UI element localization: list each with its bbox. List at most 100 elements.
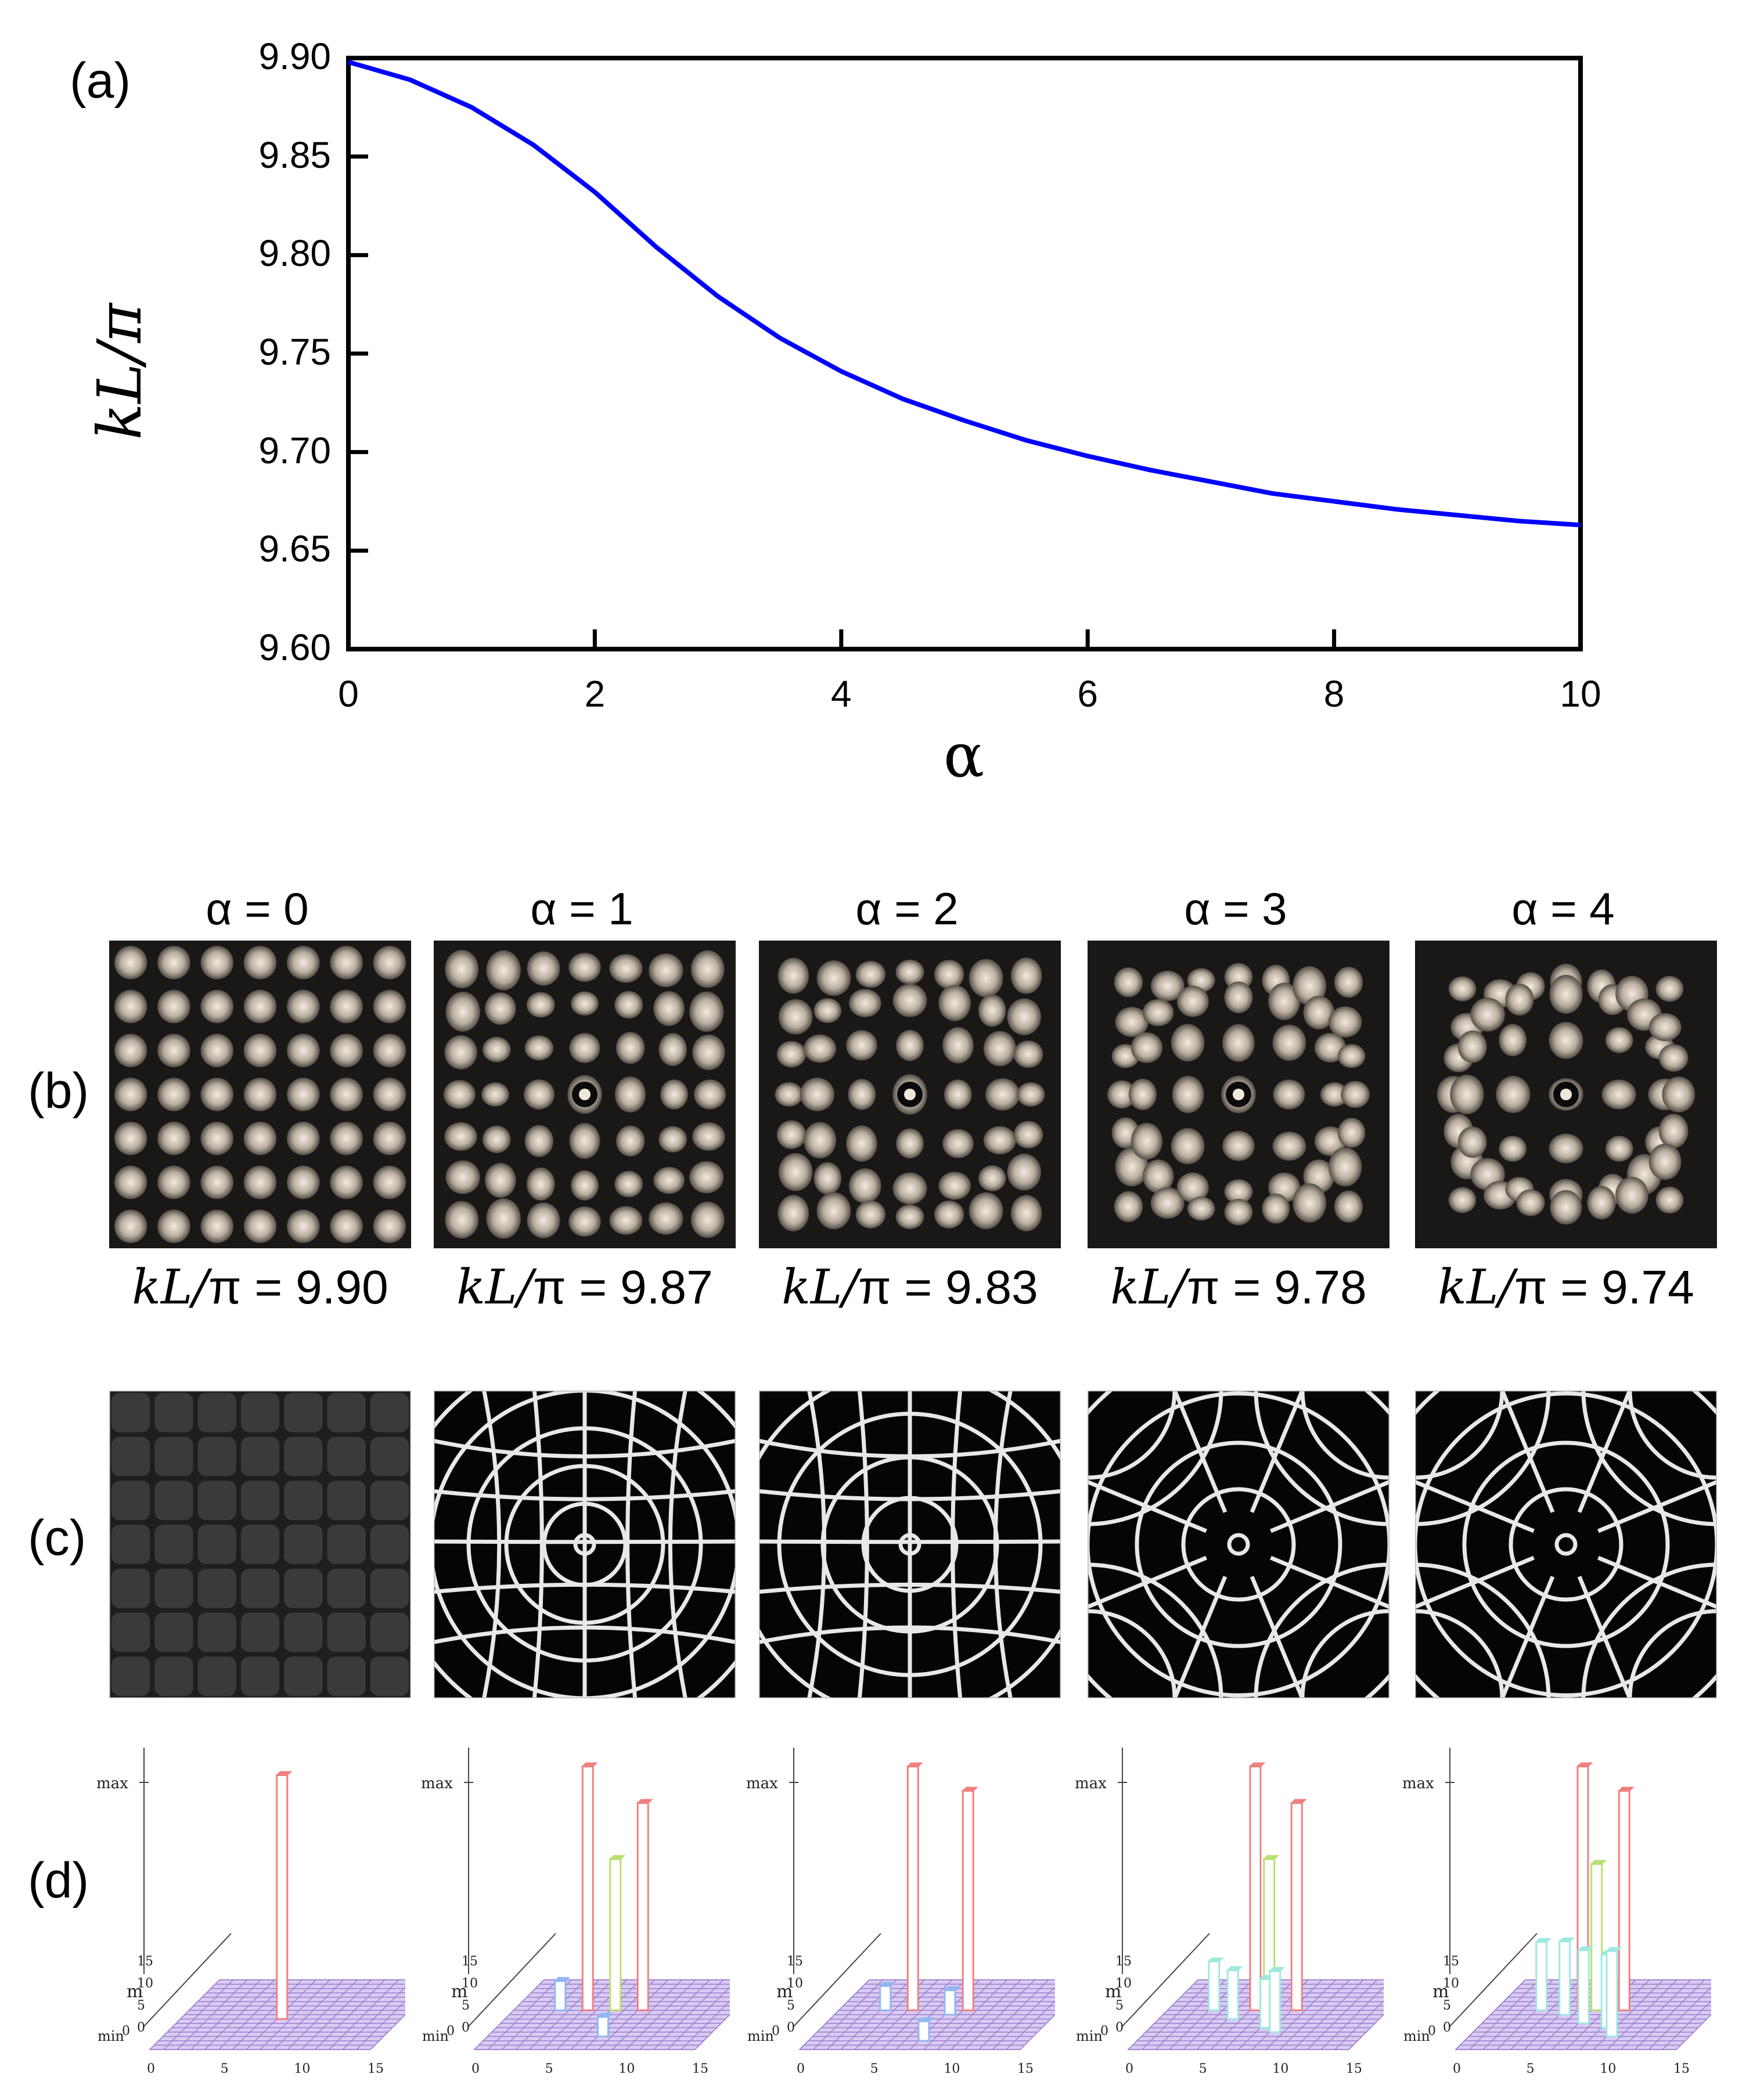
antinode: [1007, 998, 1041, 1035]
antinode: [1013, 1121, 1043, 1148]
antinode: [1171, 1128, 1205, 1165]
antinode: [1587, 1186, 1616, 1220]
antinode: [614, 1170, 643, 1198]
kl-label: kL/π = 9.87: [422, 1260, 747, 1315]
n-tick-label: 5: [1527, 2062, 1535, 2073]
antinode: [689, 1161, 724, 1194]
antinode: [653, 1166, 685, 1194]
antinode: [287, 1165, 320, 1200]
antinode: [157, 946, 190, 979]
antinode: [445, 1160, 480, 1194]
alpha-label: α = 4: [1511, 883, 1615, 934]
antinode: [444, 1035, 477, 1069]
antinode: [527, 1202, 560, 1238]
nodal-lines: [1088, 1391, 1389, 1698]
antinode: [1293, 1183, 1327, 1223]
antinode: [934, 1200, 964, 1229]
antinode: [775, 1082, 803, 1107]
m-tick-label: 5: [1115, 1998, 1124, 2013]
n-tick-label: 5: [221, 2062, 229, 2073]
zero-label: 0: [772, 2024, 780, 2038]
antinode: [1655, 975, 1684, 1002]
m-tick-label: 5: [1443, 1998, 1451, 2013]
min-label: min: [98, 2028, 124, 2044]
cell: [197, 1612, 236, 1652]
y-axis-title: kL/π: [84, 255, 155, 488]
cell: [154, 1481, 193, 1521]
m-tick-label: 15: [787, 1954, 803, 1969]
antinode: [849, 1168, 881, 1204]
series-line: [347, 59, 1581, 528]
antinode: [816, 1192, 851, 1230]
antinode: [813, 998, 842, 1024]
antinode: [1224, 981, 1253, 1014]
antinode: [855, 960, 886, 988]
antinode: [330, 1165, 363, 1200]
m-tick-label: 0: [787, 2020, 795, 2035]
cell: [370, 1525, 409, 1564]
mode-pattern-b: [109, 941, 411, 1248]
antinode: [486, 1198, 521, 1239]
hist-bar-top: [1268, 1967, 1286, 1972]
antinode: [1187, 1196, 1215, 1221]
n-tick-label: 10: [1272, 2062, 1288, 2073]
hist-bar: [554, 1980, 567, 2012]
antinode: [1496, 1076, 1531, 1113]
antinode: [1615, 1176, 1648, 1214]
hist-bar-top: [1576, 1946, 1594, 1951]
antinode: [692, 1034, 725, 1071]
hist-bar-top: [553, 1977, 571, 1982]
antinode: [1013, 1040, 1043, 1068]
antinode: [330, 946, 363, 979]
panel-label-d: (d): [28, 1853, 89, 1908]
antinode: [658, 1033, 687, 1067]
mode-pattern-c: [434, 1391, 736, 1698]
kl-prefix: kL/: [132, 1260, 209, 1315]
min-label: min: [747, 2028, 774, 2044]
antinode: [287, 1033, 320, 1068]
cell: [111, 1481, 150, 1521]
antinode: [1448, 1187, 1477, 1213]
hist-bar-top: [917, 2017, 934, 2022]
hist-bar: [1590, 1863, 1603, 2011]
cell: [370, 1656, 409, 1696]
antinode: [1224, 1198, 1253, 1226]
mode-pattern-c: [759, 1391, 1061, 1698]
antinode: [1150, 970, 1185, 1002]
antinode: [1655, 1186, 1684, 1214]
n-tick-label: 15: [1673, 2062, 1690, 2073]
m-tick-label: 5: [137, 1998, 145, 2013]
antinode: [330, 989, 363, 1024]
cell: [111, 1436, 150, 1476]
antinode: [1010, 1195, 1042, 1231]
m-axis: [143, 1933, 232, 2027]
cell: [284, 1393, 323, 1432]
antinode: [157, 1209, 190, 1243]
n-tick-label: 5: [1199, 2062, 1207, 2073]
antinode: [1007, 1154, 1041, 1191]
m-tick-label: 15: [1115, 1954, 1132, 1969]
cell: [197, 1393, 236, 1432]
m-label: m: [451, 1982, 467, 2002]
y-tick-label: 9.65: [258, 528, 331, 570]
antinode: [1320, 1082, 1349, 1107]
hist-bar-top: [609, 1855, 626, 1860]
nodal-lines: [434, 1391, 736, 1698]
antinode: [660, 1079, 688, 1110]
hist-bar: [879, 1985, 892, 2011]
antinode: [895, 959, 924, 985]
antinode: [444, 1122, 477, 1151]
antinode: [614, 991, 643, 1019]
antinode: [896, 1029, 924, 1061]
antinode: [1128, 1079, 1157, 1110]
hist-bar-top: [1248, 1762, 1266, 1767]
kl-value: π = 9.90: [208, 1261, 388, 1314]
antinode: [157, 1165, 190, 1200]
hist-bar: [906, 1766, 919, 2011]
antinode: [777, 1195, 809, 1231]
cell: [154, 1612, 193, 1652]
n-tick-label: 10: [294, 2062, 310, 2073]
antinode: [689, 991, 724, 1032]
antinode: [1601, 1079, 1636, 1110]
antinode: [200, 1209, 233, 1243]
